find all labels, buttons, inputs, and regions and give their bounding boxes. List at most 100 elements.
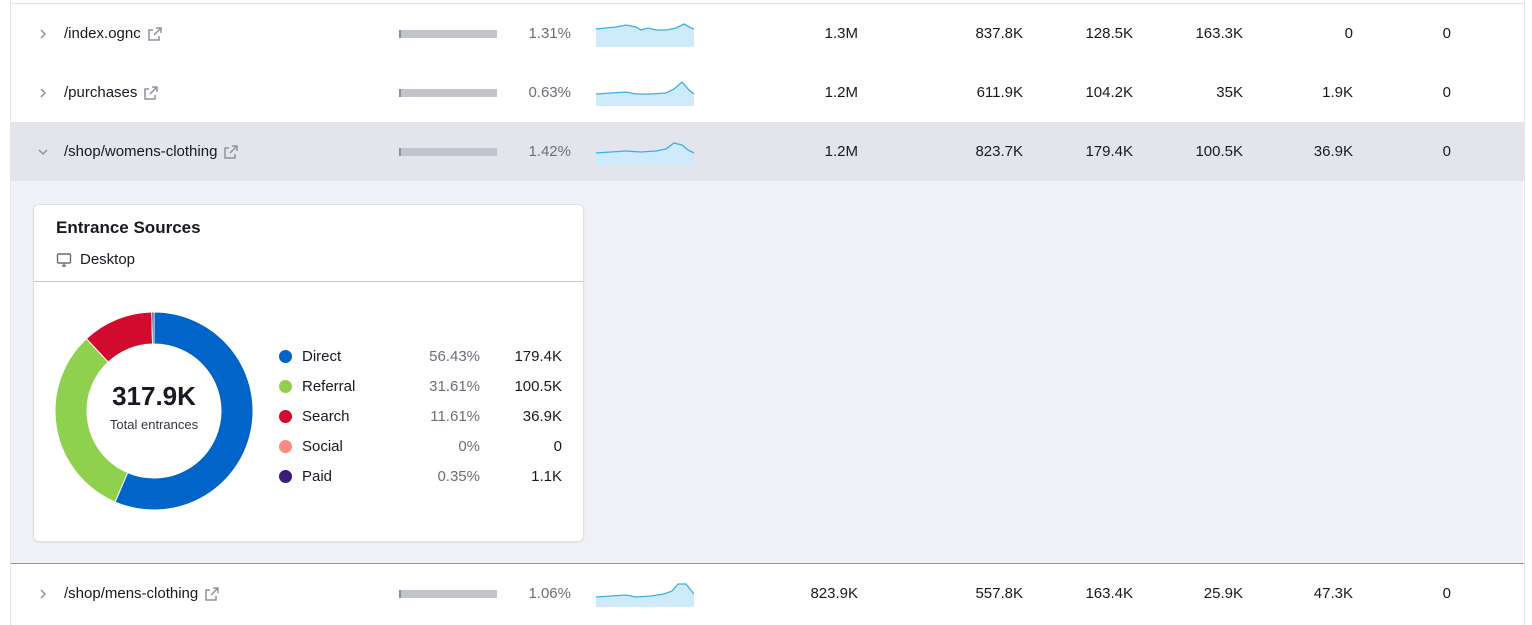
share-percent: 1.06% bbox=[528, 585, 571, 602]
page-url-text[interactable]: /index.ognc bbox=[64, 25, 141, 42]
table-row[interactable]: /index.ognc 1.31% 1.3M 837.8K 128.5K 163… bbox=[11, 3, 1524, 64]
entrance-donut-chart bbox=[54, 311, 254, 511]
legend-item[interactable]: Social 0% 0 bbox=[279, 431, 569, 461]
metric-1: 1.2M bbox=[824, 143, 858, 160]
metric-5: 0 bbox=[1344, 25, 1353, 42]
legend-dot bbox=[279, 439, 292, 453]
chevron-down-icon bbox=[38, 148, 48, 155]
trend-sparkline bbox=[596, 564, 694, 623]
legend-item[interactable]: Direct 56.43% 179.4K bbox=[279, 341, 569, 371]
legend-name: Direct bbox=[302, 347, 342, 365]
legend-name: Paid bbox=[302, 467, 333, 485]
legend-item[interactable]: Paid 0.35% 1.1K bbox=[279, 461, 569, 491]
legend-value: 100.5K bbox=[514, 377, 562, 395]
page-url: /shop/womens-clothing bbox=[64, 122, 239, 181]
donut-slice-direct[interactable] bbox=[114, 311, 254, 511]
table-row bbox=[11, 623, 1524, 625]
sources-legend: Direct 56.43% 179.4K Referral 31.61% 100… bbox=[279, 341, 569, 491]
desktop-icon bbox=[56, 252, 72, 267]
divider bbox=[34, 281, 583, 282]
trend-sparkline bbox=[596, 4, 694, 63]
device-label: Desktop bbox=[80, 251, 136, 268]
pages-table: /index.ognc 1.31% 1.3M 837.8K 128.5K 163… bbox=[10, 0, 1525, 625]
external-link-icon[interactable] bbox=[204, 586, 220, 602]
metric-1: 823.9K bbox=[810, 585, 858, 602]
page-url-text[interactable]: /shop/womens-clothing bbox=[64, 143, 218, 160]
legend-dot bbox=[279, 409, 292, 423]
metric-5: 47.3K bbox=[1313, 585, 1353, 602]
metric-1: 1.3M bbox=[824, 25, 858, 42]
table-row[interactable]: /purchases 0.63% 1.2M 611.9K 104.2K 35K … bbox=[11, 63, 1524, 123]
legend-item[interactable]: Referral 31.61% 100.5K bbox=[279, 371, 569, 401]
share-bar bbox=[399, 4, 497, 63]
page-url: /index.ognc bbox=[64, 4, 163, 63]
legend-percent: 11.61% bbox=[430, 407, 480, 425]
entrance-sources-card: Entrance Sources Desktop 317.9K Total en… bbox=[33, 204, 584, 542]
total-entrances-label: Total entrances bbox=[109, 417, 199, 432]
page-url: /shop/mens-clothing bbox=[64, 564, 220, 623]
legend-percent: 0% bbox=[458, 437, 480, 455]
legend-percent: 0.35% bbox=[437, 467, 480, 485]
metric-4: 100.5K bbox=[1195, 143, 1243, 160]
metric-5: 1.9K bbox=[1322, 84, 1353, 101]
metric-2: 611.9K bbox=[976, 84, 1023, 101]
legend-dot bbox=[279, 469, 292, 483]
metric-3: 104.2K bbox=[1085, 84, 1133, 101]
total-entrances-value: 317.9K bbox=[112, 381, 196, 411]
metric-1: 1.2M bbox=[824, 84, 858, 101]
metric-6: 0 bbox=[1442, 25, 1451, 42]
share-bar bbox=[399, 122, 497, 181]
legend-percent: 56.43% bbox=[429, 347, 480, 365]
metric-4: 163.3K bbox=[1195, 25, 1243, 42]
external-link-icon[interactable] bbox=[147, 26, 163, 42]
legend-dot bbox=[279, 349, 292, 363]
metric-2: 557.8K bbox=[975, 585, 1023, 602]
expand-chevron[interactable] bbox=[33, 564, 53, 623]
collapse-chevron[interactable] bbox=[33, 122, 53, 181]
donut-slice-paid[interactable] bbox=[151, 311, 155, 345]
chevron-right-icon bbox=[40, 87, 47, 98]
legend-percent: 31.61% bbox=[429, 377, 480, 395]
metric-2: 837.8K bbox=[975, 25, 1023, 42]
metric-5: 36.9K bbox=[1313, 143, 1353, 160]
legend-name: Search bbox=[302, 407, 350, 425]
legend-name: Referral bbox=[302, 377, 356, 395]
chevron-right-icon bbox=[40, 28, 47, 39]
trend-sparkline bbox=[596, 122, 694, 181]
row-detail-panel: Entrance Sources Desktop 317.9K Total en… bbox=[11, 181, 1523, 563]
share-percent: 1.31% bbox=[528, 25, 571, 42]
legend-value: 1.1K bbox=[531, 467, 562, 485]
page-url-text[interactable]: /shop/mens-clothing bbox=[64, 585, 199, 602]
trend-sparkline bbox=[596, 63, 694, 122]
page-url: /purchases bbox=[64, 63, 159, 122]
legend-dot bbox=[279, 379, 292, 393]
legend-value: 36.9K bbox=[522, 407, 562, 425]
metric-6: 0 bbox=[1442, 143, 1451, 160]
legend-name: Social bbox=[302, 437, 343, 455]
table-row[interactable]: /shop/mens-clothing 1.06% 823.9K 557.8K … bbox=[11, 563, 1524, 624]
device-filter: Desktop bbox=[56, 251, 135, 268]
metric-4: 25.9K bbox=[1203, 585, 1243, 602]
share-percent: 0.63% bbox=[528, 84, 571, 101]
metric-2: 823.7K bbox=[975, 143, 1023, 160]
card-title: Entrance Sources bbox=[56, 218, 201, 237]
chevron-right-icon bbox=[40, 588, 47, 599]
metric-3: 163.4K bbox=[1085, 585, 1133, 602]
page-url-text[interactable]: /purchases bbox=[64, 84, 138, 101]
expand-chevron[interactable] bbox=[33, 63, 53, 122]
legend-value: 0 bbox=[553, 437, 562, 455]
metric-6: 0 bbox=[1442, 585, 1451, 602]
metric-6: 0 bbox=[1442, 84, 1451, 101]
table-row-expanded[interactable]: /shop/womens-clothing 1.42% 1.2M 823.7K … bbox=[11, 122, 1524, 181]
legend-item[interactable]: Search 11.61% 36.9K bbox=[279, 401, 569, 431]
share-bar bbox=[399, 63, 497, 122]
legend-value: 179.4K bbox=[514, 347, 562, 365]
external-link-icon[interactable] bbox=[143, 85, 159, 101]
metric-4: 35K bbox=[1216, 84, 1243, 101]
external-link-icon[interactable] bbox=[223, 144, 239, 160]
expand-chevron[interactable] bbox=[33, 4, 53, 63]
metric-3: 179.4K bbox=[1085, 143, 1133, 160]
share-bar bbox=[399, 564, 497, 623]
metric-3: 128.5K bbox=[1085, 25, 1133, 42]
share-percent: 1.42% bbox=[528, 143, 571, 160]
